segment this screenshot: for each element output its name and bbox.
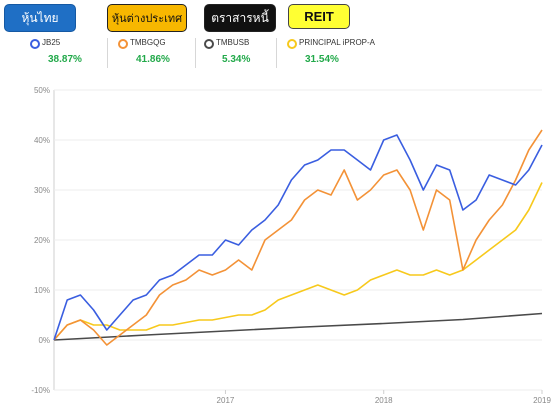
legend-return: 31.54%: [305, 54, 339, 65]
legend-divider: [276, 38, 277, 68]
legend-name: TMBGQG: [130, 38, 166, 47]
legend-dot-icon: [287, 39, 297, 49]
series-line-jb25: [53, 134, 543, 341]
legend-dot-icon: [118, 39, 128, 49]
y-tick-label: -10%: [31, 386, 50, 395]
legend-name: TMBUSB: [216, 38, 250, 47]
performance-chart: 50% 40% 30% 20% 10% 0% -10% 2017 2018 2019: [31, 86, 551, 405]
x-tick-label: 2019: [533, 396, 551, 405]
tab-foreign-stocks-label: หุ้นต่างประเทศ: [111, 13, 183, 25]
x-tick-label: 2017: [217, 396, 235, 405]
tab-foreign-stocks[interactable]: หุ้นต่างประเทศ: [107, 4, 187, 32]
series-line-tmbusb: [53, 312, 543, 341]
x-tick-label: 2018: [375, 396, 393, 405]
legend-return: 38.87%: [48, 54, 82, 65]
tab-reit-label: REIT: [304, 9, 334, 24]
legend-divider: [195, 38, 196, 68]
series-line-principal-iprop-a: [53, 182, 543, 341]
legend-item-jb25[interactable]: JB25 38.87%: [30, 38, 140, 70]
tab-thai-stocks[interactable]: หุ้นไทย: [4, 4, 76, 32]
legend-name: JB25: [42, 38, 61, 47]
legend-dot-icon: [30, 39, 40, 49]
y-tick-label: 0%: [38, 336, 50, 345]
y-tick-label: 30%: [34, 186, 50, 195]
y-tick-label: 50%: [34, 86, 50, 95]
tab-bonds-label: ตราสารหนี้: [211, 10, 269, 25]
legend-name: PRINCIPAL iPROP-A: [299, 38, 376, 47]
legend-item-tmbgqg[interactable]: TMBGQG 41.86%: [118, 38, 228, 70]
legend-divider: [107, 38, 108, 68]
legend-dot-icon: [204, 39, 214, 49]
legend-return: 5.34%: [222, 54, 251, 65]
legend-return: 41.86%: [136, 54, 170, 65]
legend-item-principal-iprop[interactable]: PRINCIPAL iPROP-A 31.54%: [287, 38, 417, 70]
tab-bonds[interactable]: ตราสารหนี้: [204, 4, 276, 32]
y-tick-label: 20%: [34, 236, 50, 245]
tab-reit[interactable]: REIT: [288, 4, 350, 29]
tab-thai-stocks-label: หุ้นไทย: [21, 10, 59, 25]
y-tick-label: 40%: [34, 136, 50, 145]
series-line-tmbgqg: [53, 129, 543, 346]
y-tick-label: 10%: [34, 286, 50, 295]
legend-item-tmbusb[interactable]: TMBUSB 5.34%: [204, 38, 314, 70]
